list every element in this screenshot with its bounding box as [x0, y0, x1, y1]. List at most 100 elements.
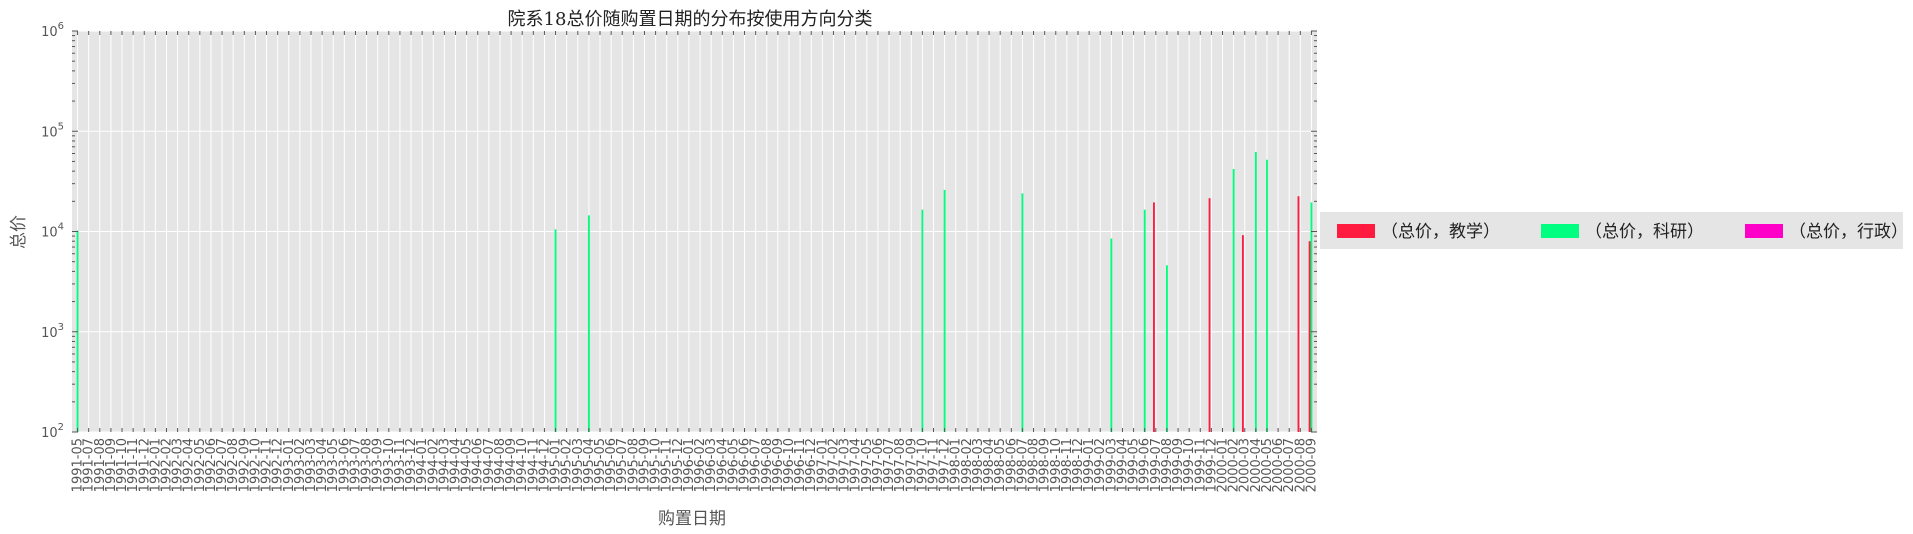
x-tick-label: 1997-02 [826, 438, 841, 492]
x-tick-label: 2000-02 [1227, 438, 1242, 492]
x-tick-label: 1996-11 [793, 438, 808, 492]
x-tick-label: 1994-07 [482, 438, 497, 492]
legend-swatch [1745, 224, 1783, 238]
x-tick-label: 1996-06 [738, 438, 753, 492]
x-tick-label: 1998-11 [1060, 438, 1075, 492]
y-axis-label: 总价 [9, 215, 29, 249]
x-tick-label: 1999-08 [1160, 438, 1175, 492]
x-tick-label: 1997-04 [849, 438, 864, 492]
bar [587, 215, 590, 432]
x-tick-label: 1994-04 [449, 438, 464, 492]
x-tick-label: 1999-12 [1204, 438, 1219, 492]
x-tick-label: 2000-01 [1216, 438, 1231, 492]
x-tick-label: 1997-09 [904, 438, 919, 492]
x-tick-label: 1999-09 [1171, 438, 1186, 492]
y-tick-label: 105 [41, 121, 64, 140]
x-tick-label: 2000-07 [1282, 438, 1297, 492]
bar [1153, 202, 1155, 432]
x-tick-label: 1997-11 [926, 438, 941, 492]
x-tick-label: 1991-12 [137, 438, 152, 492]
bar [1266, 159, 1268, 433]
x-tick-label: 1997-07 [882, 438, 897, 492]
legend-swatch [1541, 224, 1579, 238]
x-tick-label: 1995-09 [637, 438, 652, 492]
grid [72, 30, 1317, 433]
x-tick-label: 1996-08 [760, 438, 775, 492]
x-tick-label: 1994-09 [504, 438, 519, 492]
x-tick-label: 1992-10 [248, 438, 263, 492]
x-tick-label: 1994-03 [437, 438, 452, 492]
x-tick-label: 1994-05 [460, 438, 475, 492]
x-tick-label: 1998-09 [1038, 438, 1053, 492]
x-tick-label: 2000-09 [1304, 438, 1319, 492]
x-tick-label: 1995-08 [626, 438, 641, 492]
x-tick-label: 1992-02 [159, 438, 174, 492]
x-tick-label: 1996-02 [693, 438, 708, 492]
legend-swatch [1337, 224, 1375, 238]
y-tick-label: 106 [41, 21, 64, 40]
x-tick-label: 1996-05 [726, 438, 741, 492]
x-tick-label: 1992-11 [260, 438, 275, 492]
x-tick-label: 1998-06 [1004, 438, 1019, 492]
x-tick-label: 1999-04 [1115, 438, 1130, 492]
y-tick-label: 102 [41, 422, 64, 441]
bars [76, 152, 1313, 433]
x-tick-label: 1994-11 [526, 438, 541, 492]
x-tick-label: 1998-02 [960, 438, 975, 492]
x-tick-label: 1995-02 [560, 438, 575, 492]
x-tick-label: 2000-05 [1260, 438, 1275, 492]
x-tick-label: 2000-03 [1238, 438, 1253, 492]
y-ticks: 102 103 104 105 106 [41, 21, 1317, 441]
bar [1308, 241, 1311, 432]
x-tick-label: 1995-01 [549, 438, 564, 492]
x-tick-label: 1995-03 [571, 438, 586, 492]
x-tick-label: 1994-01 [415, 438, 430, 492]
x-tick-label: 1999-06 [1138, 438, 1153, 492]
bar [1310, 202, 1313, 432]
x-tick-label: 1999-11 [1193, 438, 1208, 492]
x-tick-label: 1993-06 [337, 438, 352, 492]
x-tick-label: 1994-12 [537, 438, 552, 492]
x-tick-label: 1992-04 [182, 438, 197, 492]
x-tick-label: 1991-10 [115, 438, 130, 492]
x-tick-label: 1996-01 [682, 438, 697, 492]
bar [1254, 152, 1257, 432]
x-axis-label: 购置日期 [658, 509, 726, 529]
legend: （总价，教学） （总价，科研） （总价，行政） [1320, 212, 1908, 249]
x-tick-label: 1995-04 [582, 438, 597, 492]
legend-label: （总价，科研） [1585, 222, 1704, 242]
x-tick-label: 1999-02 [1093, 438, 1108, 492]
x-tick-label: 1998-05 [993, 438, 1008, 492]
x-tick-label: 1994-06 [471, 438, 486, 492]
bar [1232, 169, 1235, 432]
x-tick-label: 1996-12 [804, 438, 819, 492]
x-tick-label: 1993-11 [393, 438, 408, 492]
x-tick-label: 1992-09 [237, 438, 252, 492]
bar [943, 189, 946, 432]
chart-title: 院系18总价随购置日期的分布按使用方向分类 [508, 9, 873, 30]
x-tick-label: 1995-05 [593, 438, 608, 492]
x-tick-label: 1993-09 [371, 438, 386, 492]
x-tick-label: 1995-11 [660, 438, 675, 492]
x-tick-label: 1992-03 [171, 438, 186, 492]
x-tick-label: 1995-06 [604, 438, 619, 492]
x-tick-label: 1999-10 [1182, 438, 1197, 492]
x-tick-label: 1992-01 [148, 438, 163, 492]
x-tick-label: 1994-10 [515, 438, 530, 492]
x-tick-label: 1993-03 [304, 438, 319, 492]
x-tick-label: 1993-12 [404, 438, 419, 492]
x-tick-label: 1993-02 [293, 438, 308, 492]
x-tick-label: 1998-12 [1071, 438, 1086, 492]
x-tick-label: 1991-09 [104, 438, 119, 492]
x-tick-label: 1994-02 [426, 438, 441, 492]
x-tick-label: 1996-07 [749, 438, 764, 492]
x-tick-label: 1993-05 [326, 438, 341, 492]
x-tick-label: 1992-08 [226, 438, 241, 492]
x-tick-label: 2000-04 [1249, 438, 1264, 492]
x-tick-label: 1994-08 [493, 438, 508, 492]
x-tick-label: 2000-06 [1271, 438, 1286, 492]
bar [1241, 235, 1244, 432]
x-tick-label: 1992-12 [271, 438, 286, 492]
x-tick-label: 1998-08 [1027, 438, 1042, 492]
